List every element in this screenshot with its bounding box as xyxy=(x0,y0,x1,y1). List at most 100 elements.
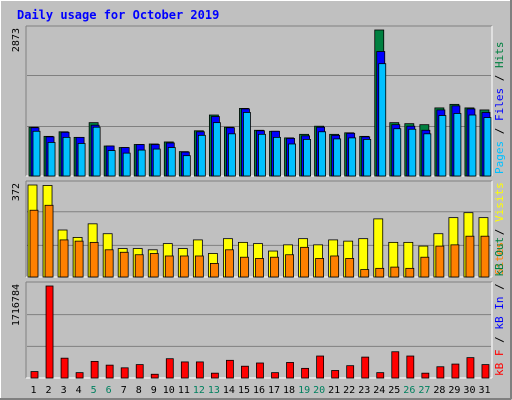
pages-bar xyxy=(47,142,56,177)
sites-bar xyxy=(330,255,340,278)
y-max-label: 2873 xyxy=(11,28,22,52)
pages-bar xyxy=(92,126,101,177)
day-label: 24 xyxy=(373,385,385,396)
pages-bar xyxy=(107,150,116,177)
pages-bar xyxy=(318,131,327,177)
kbytes-bar xyxy=(316,355,325,379)
legend-entry: Files xyxy=(493,88,506,121)
day-label: 25 xyxy=(388,385,400,396)
pages-bar xyxy=(363,139,372,177)
kbytes-bar xyxy=(30,371,39,379)
day-label: 26 xyxy=(403,385,415,396)
legend-entry: Pages xyxy=(493,141,506,174)
pages-bar xyxy=(333,138,342,177)
kbytes-bar xyxy=(271,372,279,379)
day-label: 4 xyxy=(76,385,82,396)
sites-bar xyxy=(405,267,415,278)
legend-spacer xyxy=(493,134,506,141)
sites-bar xyxy=(390,266,400,278)
kbytes-bar xyxy=(436,366,445,379)
legend-entry: Sites xyxy=(493,242,506,275)
kbytes-bar xyxy=(466,357,475,379)
sites-bar xyxy=(179,255,189,278)
kbytes-bar xyxy=(406,355,415,379)
kbytes-bar xyxy=(105,364,114,379)
legend-entry: / xyxy=(493,283,506,290)
day-label: 13 xyxy=(208,385,220,396)
hits-files-pages-panel: 2873 Pages / Files / Hits xyxy=(11,25,506,177)
legend-entry: kB Out xyxy=(493,237,506,277)
legend-spacer xyxy=(493,277,506,284)
kbytes-bar xyxy=(481,364,490,379)
pages-bar xyxy=(137,149,146,177)
pages-bar xyxy=(152,148,161,177)
kbytes-bar xyxy=(376,372,385,379)
pages-bar xyxy=(62,136,71,177)
sites-bar xyxy=(300,246,309,278)
sites-bar xyxy=(315,258,325,278)
pages-bar xyxy=(182,155,191,177)
sites-bar xyxy=(240,256,249,278)
sites-bar xyxy=(270,256,279,278)
pages-bar xyxy=(288,143,296,177)
pages-bar xyxy=(122,152,131,177)
visits-sites-panel: 372 Sites / Visits xyxy=(11,180,506,278)
kbytes-bar xyxy=(226,359,234,379)
day-label: 21 xyxy=(328,385,340,396)
legend-spacer xyxy=(493,222,506,229)
day-label: 18 xyxy=(283,385,295,396)
legend-entry: / xyxy=(493,229,506,236)
sites-bar xyxy=(225,249,234,278)
pages-bar xyxy=(468,114,477,177)
legend-spacer xyxy=(493,68,506,75)
day-label: 11 xyxy=(178,385,190,396)
day-axis-labels: 1 2 3 4 5 6 7 8 9 10 11 12 13 14 15 16 17 18 19 20 21 22 23 24 2… xyxy=(31,385,491,396)
sites-bar xyxy=(420,256,430,278)
pages-bar xyxy=(423,133,432,177)
kbytes-bar xyxy=(286,362,294,379)
pages-bar xyxy=(348,137,357,177)
sites-bar xyxy=(450,244,460,278)
kbytes-bar xyxy=(195,361,204,379)
kbytes-panel: 1716784 kB F / kB In / kB Out xyxy=(11,237,506,379)
legend-spacer xyxy=(493,343,506,350)
kbytes-bar xyxy=(301,367,309,379)
sites-bar xyxy=(89,241,99,278)
pages-bar xyxy=(32,130,41,177)
y-max-label: 372 xyxy=(11,183,22,201)
legend-spacer xyxy=(493,290,506,297)
legend-spacer xyxy=(493,121,506,128)
day-label: 3 xyxy=(61,385,67,396)
kbytes-bar xyxy=(45,285,54,379)
sites-bar xyxy=(285,254,294,278)
sites-bar xyxy=(465,235,475,278)
kbytes-bar xyxy=(421,372,430,379)
kbytes-bar xyxy=(120,367,129,379)
kbytes-bar xyxy=(241,365,249,379)
day-label: 15 xyxy=(238,385,250,396)
kbytes-bar xyxy=(75,372,84,379)
day-label: 8 xyxy=(136,385,142,396)
sites-bar xyxy=(375,267,385,278)
day-label: 28 xyxy=(433,385,445,396)
sites-bar xyxy=(209,262,219,278)
day-label: 27 xyxy=(418,385,430,396)
legend-entry: Visits xyxy=(493,182,506,222)
day-label: 20 xyxy=(313,385,325,396)
sites-bar xyxy=(119,251,129,278)
legend: kB F / kB In / kB Out xyxy=(493,237,506,376)
chart-title: Daily usage for October 2019 xyxy=(17,8,219,22)
day-label: 2 xyxy=(46,385,52,396)
legend: Sites / Visits xyxy=(493,182,506,275)
pages-bar xyxy=(378,63,387,177)
kbytes-bar xyxy=(331,370,340,379)
kbytes-bar xyxy=(256,362,264,379)
kbytes-bar xyxy=(180,361,189,379)
sites-bar xyxy=(194,255,204,278)
legend-entry: / xyxy=(493,128,506,135)
sites-bar xyxy=(435,245,445,278)
day-label: 9 xyxy=(151,385,157,396)
pages-bar xyxy=(393,128,402,177)
legend-entry: / xyxy=(493,336,506,343)
